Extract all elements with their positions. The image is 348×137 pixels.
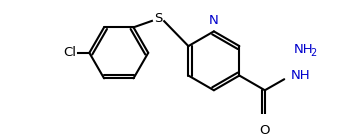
- Text: NH: NH: [290, 69, 310, 82]
- Text: NH: NH: [293, 43, 313, 56]
- Text: N: N: [209, 14, 219, 27]
- Text: 2: 2: [311, 48, 317, 58]
- Text: S: S: [154, 12, 162, 25]
- Text: O: O: [260, 124, 270, 137]
- Text: Cl: Cl: [63, 46, 76, 59]
